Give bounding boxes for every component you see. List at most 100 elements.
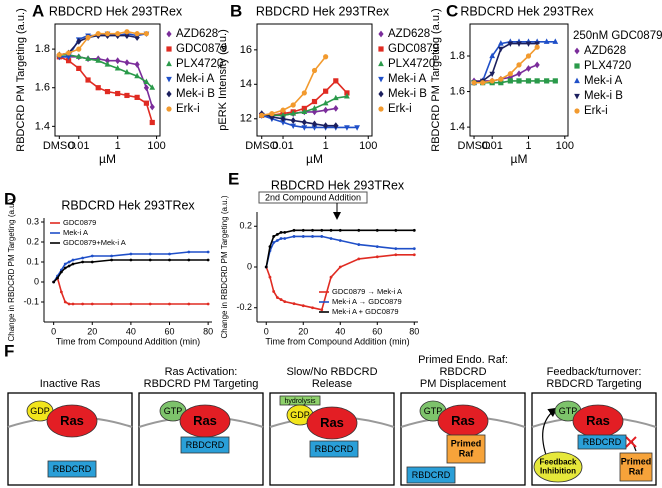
data-point [65,54,72,61]
y-tick-label: 0.3 [26,216,39,226]
legend-symbol [574,47,580,55]
data-point [333,122,339,130]
data-point [320,228,324,232]
data-point [134,72,140,79]
y-axis-label: RBDCRD PM Targeting (a.u.) [15,8,27,151]
data-point [95,85,101,91]
data-point [534,61,540,69]
legend-symbol [166,60,172,67]
legend-label: Mek-i B [388,88,427,100]
data-point [525,53,532,59]
shape-label: Ras [451,413,475,428]
data-point [143,100,150,106]
box-title: RBDCRD [439,366,486,378]
data-point [394,247,398,251]
data-point [71,302,75,306]
shape-label: RBDCRD [186,440,225,450]
data-point [134,61,140,68]
box-title: Ras Activation: [165,366,238,378]
x-axis-label: µM [99,152,116,166]
legend-label: Erk-i [388,103,412,115]
x-tick-label: 0.01 [272,140,293,152]
x-tick-label: 0 [51,326,56,336]
legend-symbol [378,90,384,98]
data-point [280,120,286,126]
legend-label: GDC0879 [63,218,96,227]
x-tick-label: 60 [165,326,175,336]
data-point [90,302,94,306]
x-tick-label: 60 [372,326,382,336]
legend-symbol [574,77,580,84]
data-point [412,247,416,251]
y-tick-label: 0.1 [26,256,39,266]
data-point [375,255,379,259]
data-point [301,118,307,126]
data-point [115,57,121,65]
shape-label: RBDCRD [412,470,451,480]
data-point [332,94,339,101]
y-tick-label: 0.2 [26,236,39,246]
diagram-shape [406,466,456,484]
data-point [59,270,63,274]
data-point [516,41,522,47]
legend-symbol [378,60,384,67]
data-point [143,84,150,92]
data-point [292,228,296,232]
panel-letter: B [230,1,242,20]
data-point [264,265,268,269]
diagram-shape [619,452,653,482]
x-tick-label: 40 [335,326,345,336]
data-point [59,290,63,294]
x-tick-label: DMSO [43,140,76,152]
data-point [283,300,287,304]
data-point [124,29,130,35]
data-point [148,302,152,306]
legend-label: AZD628 [176,28,218,40]
data-point [168,258,171,262]
diagram-shape [306,406,358,440]
series-line [261,114,358,129]
data-point [498,80,504,86]
box-title: Slow/No RBDCRD [286,366,377,378]
legend-symbol [166,76,172,83]
box-title: RBDCRD PM Targeting [144,378,259,390]
panel-letter: C [446,1,458,20]
plot-frame [469,23,569,137]
data-point [143,78,150,85]
data-point [412,253,416,257]
data-point [279,230,283,234]
series-line [53,251,209,283]
data-point [489,78,495,84]
data-point [206,302,210,306]
shape-label: RBDCRD [53,464,92,474]
legend-symbol [574,63,580,69]
data-point [85,34,91,41]
data-point [534,78,540,84]
shape-label: Ras [586,413,610,428]
data-point [283,230,287,234]
x-tick-label: 1 [115,140,121,152]
series-line [474,80,556,84]
legend-symbol [574,108,580,114]
data-point [168,252,171,256]
data-point [290,117,296,124]
data-point [129,302,133,306]
legend-label: PLX4720 [388,58,435,70]
legend-label: Mek-i A [63,228,88,237]
data-point [311,125,318,131]
data-point [534,44,540,50]
data-point [323,88,329,94]
chart-title: RBDCRD Hek 293TRex [49,4,183,18]
legend-label: Mek-i B [584,90,623,102]
series-line [265,254,415,311]
shape-label: Ras [320,415,344,430]
data-point [115,31,121,37]
y-axis-label: Change in RBDCRD PM Targeting (a.u.) [7,198,16,341]
data-point [280,115,286,123]
data-point [143,31,150,37]
x-tick-label: 0 [264,326,269,336]
x-tick-label: DMSO [458,140,491,152]
data-point [110,302,113,306]
x-axis-label: µM [511,152,528,166]
data-point [129,258,133,262]
